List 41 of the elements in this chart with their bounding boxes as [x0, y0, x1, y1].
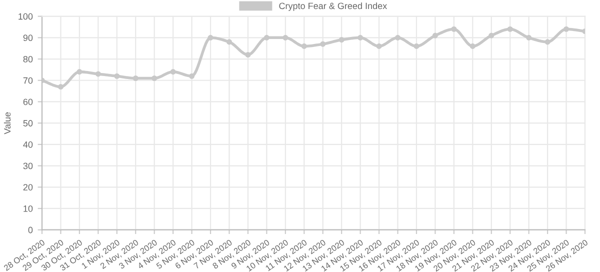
point: [245, 52, 251, 58]
y-tick-label: 80: [23, 56, 33, 62]
y-axis-title: Value: [4, 112, 11, 134]
point: [544, 39, 550, 45]
point: [376, 43, 382, 49]
point: [526, 34, 532, 40]
y-tick-label: 90: [23, 34, 33, 42]
y-tick-label: 60: [23, 98, 33, 106]
point: [301, 43, 307, 49]
point: [189, 73, 195, 79]
point: [95, 71, 101, 77]
legend-label: Crypto Fear & Greed Index: [279, 2, 388, 11]
point: [338, 37, 344, 43]
point: [226, 39, 232, 45]
y-tick-label: 70: [23, 77, 33, 84]
point: [114, 73, 120, 79]
y-tick-label: 50: [23, 120, 33, 126]
point: [432, 32, 438, 38]
point: [358, 34, 364, 40]
y-tick-label: 10: [24, 205, 33, 212]
point: [414, 43, 420, 49]
y-tick-label: 100: [18, 13, 33, 20]
point: [507, 26, 513, 32]
point: [208, 34, 214, 40]
point: [76, 69, 82, 75]
point: [264, 34, 270, 40]
y-tick-label: 0: [28, 226, 33, 234]
y-tick-label: 30: [23, 162, 33, 170]
point: [564, 26, 570, 32]
y-tick-label: 20: [23, 184, 33, 190]
point: [320, 41, 326, 47]
point: [451, 26, 457, 32]
point: [170, 69, 176, 75]
point: [132, 75, 138, 82]
y-tick-label: 40: [23, 141, 33, 148]
point: [488, 32, 494, 38]
point: [282, 34, 288, 40]
point: [470, 43, 476, 49]
point: [152, 75, 158, 82]
point: [58, 84, 64, 90]
point: [394, 34, 401, 40]
